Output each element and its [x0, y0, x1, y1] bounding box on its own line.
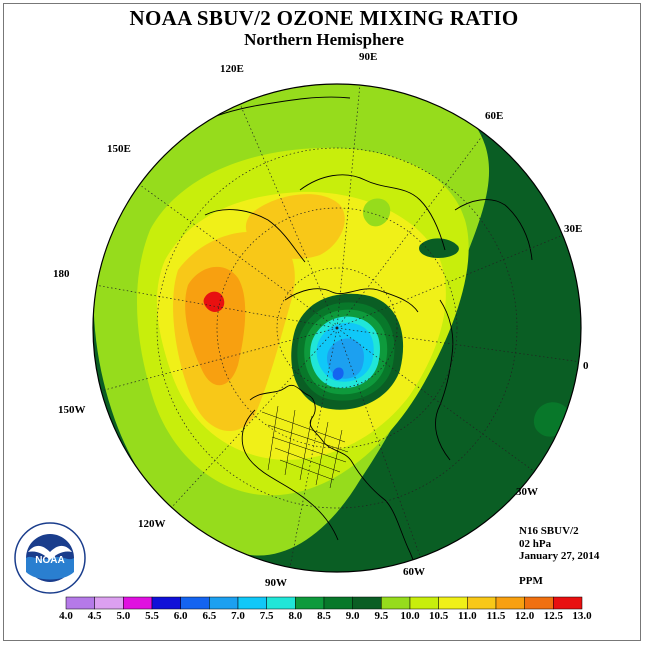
- instrument-label: N16 SBUV/2: [519, 525, 579, 537]
- colorbar-tick-label: 9.5: [374, 610, 389, 622]
- colorbar-segment: [180, 596, 210, 610]
- colorbar-tick-label: 5.0: [116, 610, 131, 622]
- colorbar-segment: [295, 596, 325, 610]
- colorbar-tick-label: 12.0: [515, 610, 535, 622]
- lon-label-30e: 30E: [564, 223, 583, 235]
- colorbar-tick-label: 6.5: [202, 610, 217, 622]
- colorbar-segment: [495, 596, 525, 610]
- contour-6-0: [332, 367, 344, 380]
- lon-label-120e: 120E: [220, 63, 244, 75]
- colorbar-segment: [94, 596, 124, 610]
- colorbar-segment: [381, 596, 411, 610]
- lon-label-150e: 150E: [107, 143, 131, 155]
- lon-label-90w: 90W: [265, 577, 287, 589]
- lon-label-60w: 60W: [403, 566, 425, 578]
- colorbar-tick-label: 13.0: [572, 610, 592, 622]
- colorbar-tick-label: 6.0: [173, 610, 188, 622]
- map-boundary: [92, 83, 582, 573]
- colorbar-tick-label: 12.5: [543, 610, 563, 622]
- colorbar-tick-label: 11.0: [458, 610, 477, 622]
- coastlines: [174, 96, 533, 572]
- date-label: January 27, 2014: [519, 550, 600, 562]
- contour-12-0: [203, 291, 225, 312]
- figure-frame: [3, 3, 641, 641]
- lon-label-30w: 30W: [516, 486, 538, 498]
- colorbar-tick-label: 4.5: [87, 610, 102, 622]
- map-subtitle: Northern Hemisphere: [244, 30, 404, 49]
- colorbar-tick-label: 8.5: [317, 610, 331, 622]
- colorbar-tick-label: 7.0: [231, 610, 245, 622]
- noaa-logo-text: NOAA: [35, 555, 64, 566]
- colorbar-segment: [524, 596, 554, 610]
- lon-label-180: 180: [53, 268, 70, 280]
- contour-11-0-b: [245, 194, 345, 259]
- colorbar-tick-labels: 4.0 4.5 5.0 5.5 6.0 6.5 7.0 7.5 8.0 8.5 9.0 9.5 10.0…: [0, 610, 648, 624]
- colorbar-tick-label: 7.5: [259, 610, 274, 622]
- contour-11-5: [185, 266, 246, 386]
- colorbar-tick-label: 11.5: [486, 610, 506, 622]
- colorbar-segment: [467, 596, 497, 610]
- colorbar-segment: [65, 596, 95, 610]
- colorbar-segment: [323, 596, 353, 610]
- lon-label-120w: 120W: [138, 518, 166, 530]
- colorbar-segment: [151, 596, 181, 610]
- colorbar: [65, 596, 583, 610]
- lon-label-150w: 150W: [58, 404, 86, 416]
- noaa-logo: NOAA: [14, 522, 86, 594]
- lon-label-0: 0: [583, 360, 589, 372]
- colorbar-tick-label: 10.0: [400, 610, 420, 622]
- state-borders: [261, 405, 349, 489]
- colorbar-segment: [209, 596, 239, 610]
- ozone-field: [93, 84, 581, 572]
- colorbar-segment: [266, 596, 296, 610]
- colorbar-segment: [352, 596, 382, 610]
- colorbar-segment: [123, 596, 153, 610]
- colorbar-segment: [237, 596, 267, 610]
- map-title: NOAA SBUV/2 OZONE MIXING RATIO: [129, 6, 519, 30]
- colorbar-segment: [553, 596, 583, 610]
- lon-label-60e: 60E: [485, 110, 504, 122]
- colorbar-tick-label: 10.5: [429, 610, 449, 622]
- colorbar-tick-label: 8.0: [288, 610, 303, 622]
- colorbar-tick-label: 9.0: [345, 610, 360, 622]
- colorbar-tick-label: 4.0: [59, 610, 73, 622]
- colorbar-segment: [438, 596, 468, 610]
- colorbar-segment: [409, 596, 439, 610]
- graticule: [94, 84, 581, 568]
- colorbar-tick-label: 5.5: [145, 610, 159, 622]
- pressure-level-label: 02 hPa: [519, 538, 552, 550]
- lon-label-90e: 90E: [359, 51, 378, 63]
- contour-9-5-east: [362, 198, 391, 227]
- contour-9-0-east: [419, 238, 459, 258]
- units-label: PPM: [519, 575, 543, 587]
